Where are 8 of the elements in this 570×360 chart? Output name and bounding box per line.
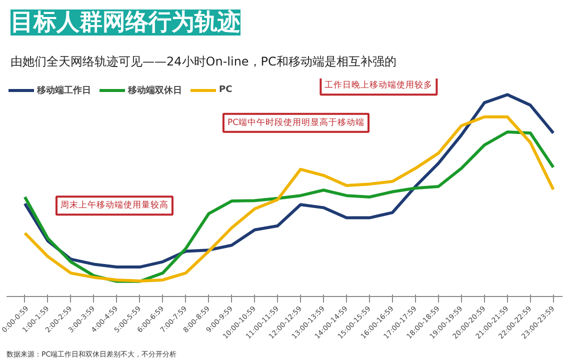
- annotation: PC端中午时段使用明显高于移动端: [227, 116, 365, 128]
- legend-label: PC: [219, 85, 234, 95]
- annotation: 周末上午移动端使用量较高: [60, 200, 168, 211]
- chart-subtitle: 由她们全天网络轨迹可见——24小时On-line，PC和移动端是相互补强的: [10, 54, 396, 68]
- legend-label: 移动端工作日: [37, 84, 91, 96]
- chart-title: 目标人群网络行为轨迹: [10, 8, 240, 36]
- text: 工作日晚上移动端使用较多: [324, 80, 433, 91]
- legend-label: 移动端双休日: [128, 84, 182, 96]
